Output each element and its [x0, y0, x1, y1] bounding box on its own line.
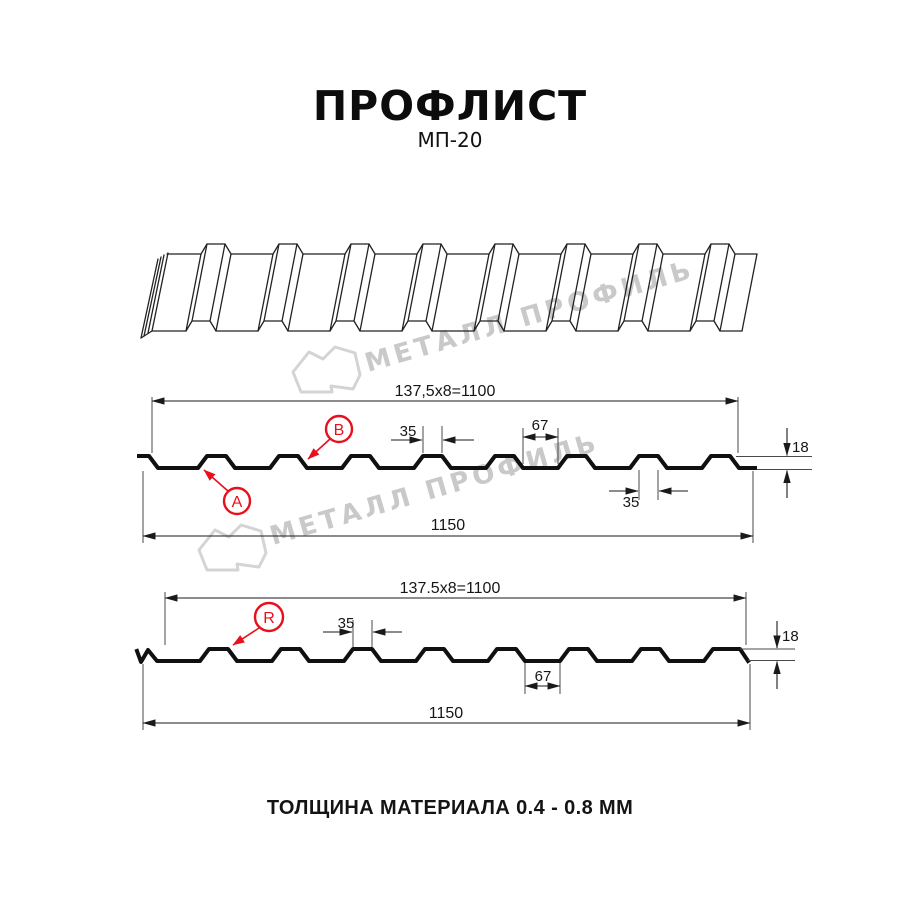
watermark-middle: МЕТАЛЛ ПРОФИЛЬ — [197, 428, 603, 572]
rib-wall-line — [281, 243, 298, 322]
sheet-right-cut-edge — [741, 253, 758, 332]
rib-wall-line — [497, 243, 514, 322]
rib-wall-line — [473, 253, 490, 332]
zone-label-r: R — [232, 601, 285, 646]
sheet-far-edge — [166, 243, 758, 255]
zone-label-a-text: A — [232, 494, 243, 511]
profile-top-diagram: 137,5x8=1100 35 67 — [137, 383, 812, 543]
zone-leader-b — [307, 438, 331, 460]
metall-profil-logo-icon — [197, 523, 268, 572]
dim-overall-width-top: 1150 — [142, 471, 754, 543]
rib-wall-line — [551, 243, 568, 322]
sheet-left-cut-edge — [140, 258, 159, 339]
rib-wall-line — [647, 253, 664, 332]
rib-wall-line — [329, 253, 346, 332]
profile-model-subtitle: МП-20 — [417, 128, 483, 152]
rib-wall-line — [215, 253, 232, 332]
dimension-label-overall-width: 1150 — [429, 705, 464, 722]
rib-wall-line — [623, 243, 640, 322]
rib-wall-line — [575, 253, 592, 332]
dimension-label-height: 18 — [782, 628, 799, 645]
dimension-label-valley: 67 — [532, 417, 549, 434]
dim-rib-top-width-bottom: 35 — [323, 615, 402, 647]
rib-wall-line — [479, 243, 496, 322]
rib-wall-line — [401, 253, 418, 332]
watermark-brand-text: МЕТАЛЛ ПРОФИЛЬ — [362, 255, 698, 379]
page-title: ПРОФЛИСТ — [312, 82, 588, 130]
profile-bottom-outline — [134, 647, 751, 664]
zone-label-a-circle — [222, 486, 252, 516]
rib-wall-line — [719, 253, 736, 332]
zone-label-b-text: B — [334, 422, 345, 439]
dimension-label-height: 18 — [792, 439, 809, 456]
sheet-left-cut-edge — [147, 254, 165, 334]
dim-valley-width: 67 — [522, 417, 559, 464]
rib-wall-line — [545, 253, 562, 332]
sheet-left-cut-edge — [151, 252, 169, 332]
zone-label-b: B — [307, 414, 354, 460]
rib-wall-line — [617, 253, 634, 332]
profile-bottom-diagram: 137.5x8=1100 35 67 — [134, 580, 799, 730]
dim-valley-width-bottom: 67 — [524, 663, 561, 694]
rib-wall-line — [287, 253, 304, 332]
sheet-near-edge — [151, 320, 743, 332]
material-thickness-note: ТОЛЩИНА МАТЕРИАЛА 0.4 - 0.8 ММ — [266, 797, 634, 819]
rib-wall-line — [689, 253, 706, 332]
rib-wall-line — [569, 243, 586, 322]
rib-wall-line — [263, 243, 280, 322]
dimension-label-rib-top: 35 — [338, 615, 355, 632]
rib-wall-line — [431, 253, 448, 332]
zone-label-r-text: R — [263, 610, 275, 627]
dim-rib-bottom-width: 35 — [609, 470, 688, 511]
rib-wall-line — [191, 243, 208, 322]
zone-label-b-circle — [324, 414, 354, 444]
profile-top-outline — [137, 454, 757, 470]
rib-wall-line — [425, 243, 442, 322]
rib-wall-line — [503, 253, 520, 332]
rib-wall-line — [359, 253, 376, 332]
dim-profile-height-top: 18 — [736, 428, 812, 498]
zone-leader-a — [203, 469, 229, 492]
dimension-label-rib-top: 35 — [400, 423, 417, 440]
rib-wall-line — [185, 253, 202, 332]
dim-working-width-bottom: 137.5x8=1100 — [164, 580, 747, 645]
sheet-left-cut-edge — [143, 256, 162, 337]
rib-wall-line — [713, 243, 730, 322]
dimension-label-working-width: 137.5x8=1100 — [400, 580, 501, 597]
rib-wall-line — [353, 243, 370, 322]
zone-leader-r — [232, 627, 260, 646]
rib-wall-line — [695, 243, 712, 322]
sheet-left-cut-edge — [140, 330, 153, 339]
dim-profile-height-bottom: 18 — [740, 621, 799, 689]
rib-wall-line — [209, 243, 226, 322]
rib-wall-line — [641, 243, 658, 322]
zone-label-a: A — [203, 469, 252, 516]
dim-working-width-top: 137,5x8=1100 — [151, 383, 739, 453]
dim-overall-width-bottom: 1150 — [142, 664, 751, 730]
metall-profil-logo-icon — [291, 345, 362, 394]
sheet-3d-view — [140, 243, 758, 339]
dimension-label-overall-width: 1150 — [431, 517, 466, 534]
rib-wall-line — [335, 243, 352, 322]
rib-wall-line — [257, 253, 274, 332]
dimension-label-working-width: 137,5x8=1100 — [395, 383, 496, 400]
rib-wall-line — [407, 243, 424, 322]
dimension-label-valley: 67 — [535, 668, 552, 685]
dim-rib-top-width: 35 — [391, 423, 474, 453]
dimension-label-rib-bottom: 35 — [623, 494, 640, 511]
watermark-top: МЕТАЛЛ ПРОФИЛЬ — [291, 255, 698, 394]
zone-label-r-circle — [253, 601, 285, 633]
